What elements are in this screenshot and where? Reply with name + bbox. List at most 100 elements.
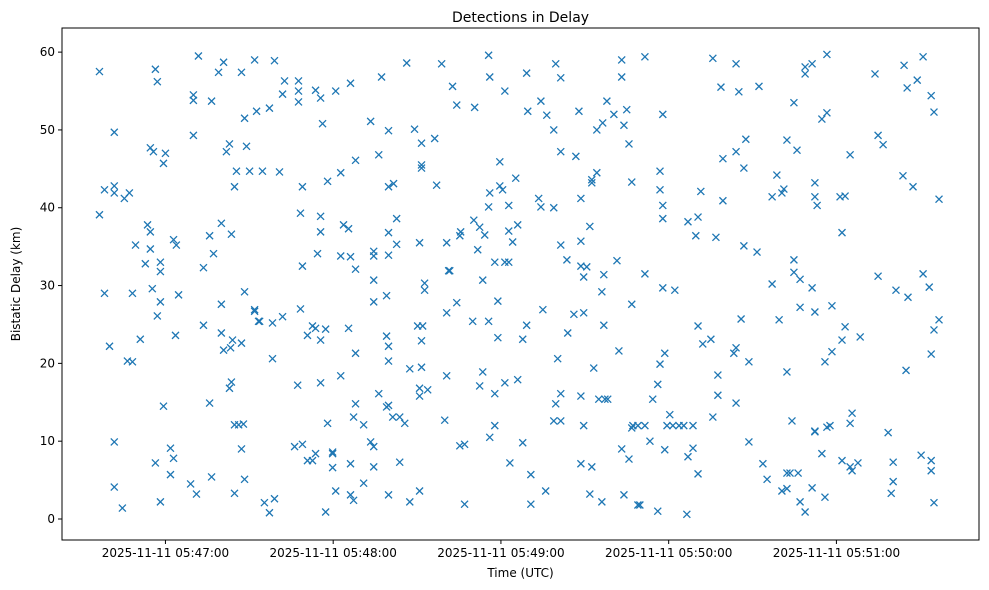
data-point-marker: [455, 441, 464, 450]
data-point-marker: [153, 311, 162, 320]
data-point-marker: [415, 487, 424, 495]
data-point-marker: [110, 483, 119, 492]
data-point-marker: [817, 449, 826, 458]
data-point-marker: [874, 272, 883, 281]
data-point-marker: [490, 421, 499, 430]
data-point-marker: [734, 87, 743, 96]
data-point-marker: [594, 395, 603, 404]
data-point-marker: [369, 297, 378, 306]
data-point-marker: [930, 325, 938, 334]
data-point-marker: [617, 55, 626, 64]
data-point-marker: [311, 86, 320, 95]
data-point-marker: [900, 61, 909, 70]
data-point-marker: [159, 159, 168, 168]
data-point-marker: [460, 500, 469, 509]
data-point-marker: [556, 241, 565, 250]
data-point-marker: [518, 438, 527, 447]
data-point-marker: [789, 268, 798, 277]
data-point-marker: [392, 214, 401, 223]
data-point-marker: [316, 212, 325, 221]
data-point-marker: [308, 456, 317, 465]
data-point-marker: [668, 421, 677, 430]
data-point-marker: [189, 96, 198, 105]
data-point-marker: [744, 437, 753, 446]
data-point-marker: [500, 378, 509, 387]
data-point-marker: [599, 270, 608, 279]
data-point-marker: [670, 286, 679, 295]
data-point-marker: [660, 349, 669, 358]
data-point-marker: [526, 500, 535, 509]
data-point-marker: [789, 98, 798, 107]
data-point-marker: [694, 213, 702, 222]
data-point-marker: [118, 504, 127, 513]
data-point-marker: [871, 69, 879, 78]
x-tick-label: 2025-11-11 05:47:00: [102, 546, 229, 560]
data-point-marker: [788, 416, 796, 425]
data-point-marker: [827, 347, 836, 356]
data-point-marker: [417, 160, 426, 169]
data-point-marker: [493, 297, 502, 306]
data-point-marker: [689, 444, 697, 453]
data-point-marker: [270, 56, 279, 65]
data-point-marker: [903, 83, 912, 92]
data-point-marker: [417, 139, 426, 148]
data-point-marker: [513, 375, 522, 384]
data-point-marker: [346, 459, 355, 468]
data-point-marker: [349, 413, 358, 422]
data-point-marker: [323, 419, 332, 428]
data-point-marker: [423, 385, 432, 394]
data-point-marker: [614, 346, 623, 355]
data-point-marker: [493, 333, 502, 342]
data-point-marker: [777, 487, 786, 495]
data-point-marker: [763, 475, 772, 484]
data-point-marker: [846, 419, 855, 428]
data-point-marker: [587, 175, 596, 184]
data-point-marker: [838, 336, 846, 344]
data-point-marker: [579, 273, 588, 281]
data-point-marker: [311, 449, 320, 458]
data-point-marker: [156, 497, 165, 506]
data-point-marker: [250, 305, 259, 314]
data-point-marker: [602, 97, 611, 106]
data-point-marker: [909, 182, 917, 191]
data-point-marker: [232, 167, 241, 176]
y-tick-label: 0: [47, 512, 55, 526]
data-point-marker: [194, 52, 203, 60]
data-point-marker: [298, 262, 307, 271]
data-point-marker: [617, 73, 626, 81]
data-point-marker: [384, 126, 393, 135]
data-point-marker: [846, 462, 855, 471]
data-point-marker: [417, 336, 426, 345]
data-point-marker: [598, 118, 607, 127]
data-point-marker: [653, 507, 662, 516]
data-point-marker: [485, 189, 494, 197]
data-point-marker: [336, 252, 345, 260]
data-point-marker: [562, 255, 571, 264]
data-point-marker: [848, 466, 857, 475]
data-point-marker: [653, 380, 662, 389]
data-point-marker: [522, 69, 531, 78]
data-point-marker: [579, 308, 588, 317]
data-point-marker: [794, 469, 803, 478]
data-point-marker: [146, 245, 155, 253]
data-point-marker: [589, 364, 598, 372]
data-point-marker: [808, 483, 817, 492]
data-point-marker: [848, 409, 857, 418]
data-point-marker: [110, 181, 119, 190]
data-point-marker: [658, 110, 667, 119]
data-point-marker: [237, 339, 246, 348]
data-point-marker: [278, 90, 287, 99]
data-point-marker: [448, 82, 457, 91]
data-point-marker: [504, 227, 513, 236]
data-point-marker: [209, 249, 218, 258]
data-point-marker: [504, 201, 513, 210]
data-point-marker: [349, 496, 358, 505]
data-point-marker: [339, 220, 348, 229]
data-point-marker: [930, 108, 938, 116]
data-point-marker: [729, 349, 738, 358]
data-point-marker: [478, 367, 487, 376]
y-tick-label: 60: [40, 45, 55, 59]
data-point-marker: [311, 324, 320, 333]
data-point-marker: [927, 91, 936, 100]
data-point-marker: [755, 82, 763, 91]
